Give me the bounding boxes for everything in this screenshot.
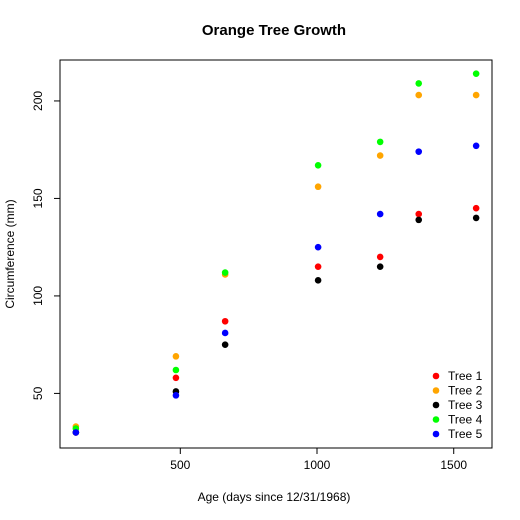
data-point <box>376 263 384 270</box>
legend-label: Tree 2 <box>448 384 483 398</box>
data-point <box>472 91 480 99</box>
x-axis-label: Age (days since 12/31/1968) <box>198 490 351 504</box>
data-point <box>172 353 180 360</box>
data-point <box>72 429 80 436</box>
plot-area <box>59 59 493 449</box>
series-tree-4 <box>72 70 480 432</box>
data-point <box>172 392 180 399</box>
data-point <box>415 80 423 87</box>
data-point <box>221 329 229 337</box>
legend-item: Tree 1 <box>432 369 483 383</box>
data-point <box>172 374 180 382</box>
data-point <box>376 138 384 146</box>
data-point <box>472 204 480 212</box>
legend-label: Tree 5 <box>448 427 483 441</box>
data-point <box>314 183 322 191</box>
y-tick-label: 100 <box>31 286 45 306</box>
y-tick-label: 200 <box>31 91 45 111</box>
x-tick-label: 1500 <box>440 458 467 472</box>
data-point <box>415 210 423 218</box>
data-point <box>221 317 229 325</box>
series-tree-3 <box>72 214 480 436</box>
legend-label: Tree 1 <box>448 369 483 383</box>
x-axis: 500 1000 1500 <box>170 447 467 472</box>
data-point <box>376 253 384 261</box>
legend-label: Tree 3 <box>448 398 483 412</box>
legend-marker <box>432 372 440 380</box>
legend-marker <box>432 430 440 438</box>
data-point <box>472 70 480 77</box>
data-point <box>472 142 480 150</box>
data-point <box>314 263 322 270</box>
data-point <box>415 216 423 224</box>
y-tick-label: 50 <box>31 386 45 400</box>
legend-item: Tree 4 <box>432 413 483 427</box>
legend-label: Tree 4 <box>448 413 483 427</box>
data-point <box>172 366 180 374</box>
legend-marker <box>432 401 440 409</box>
series-tree-5 <box>72 142 480 436</box>
x-tick-label: 1000 <box>304 458 331 472</box>
legend-item: Tree 2 <box>432 384 483 398</box>
data-points <box>72 70 480 436</box>
legend-marker <box>432 416 440 423</box>
series-tree-2 <box>72 91 480 430</box>
data-point <box>415 148 423 155</box>
legend-item: Tree 3 <box>432 398 483 412</box>
data-point <box>376 210 384 218</box>
data-point <box>314 277 322 284</box>
data-point <box>314 243 322 251</box>
data-point <box>415 91 423 99</box>
y-axis-label: Circumference (mm) <box>3 199 17 308</box>
data-point <box>221 341 229 348</box>
data-point <box>376 152 384 159</box>
legend-marker <box>432 387 440 394</box>
data-point <box>472 214 480 222</box>
y-tick-label: 150 <box>31 188 45 208</box>
legend-item: Tree 5 <box>432 427 483 441</box>
chart-title: Orange Tree Growth <box>202 22 346 39</box>
x-tick-label: 500 <box>170 458 190 472</box>
data-point <box>221 269 229 276</box>
series-tree-1 <box>72 204 480 436</box>
y-axis: 50 100 150 200 <box>31 91 61 400</box>
data-point <box>314 161 322 169</box>
